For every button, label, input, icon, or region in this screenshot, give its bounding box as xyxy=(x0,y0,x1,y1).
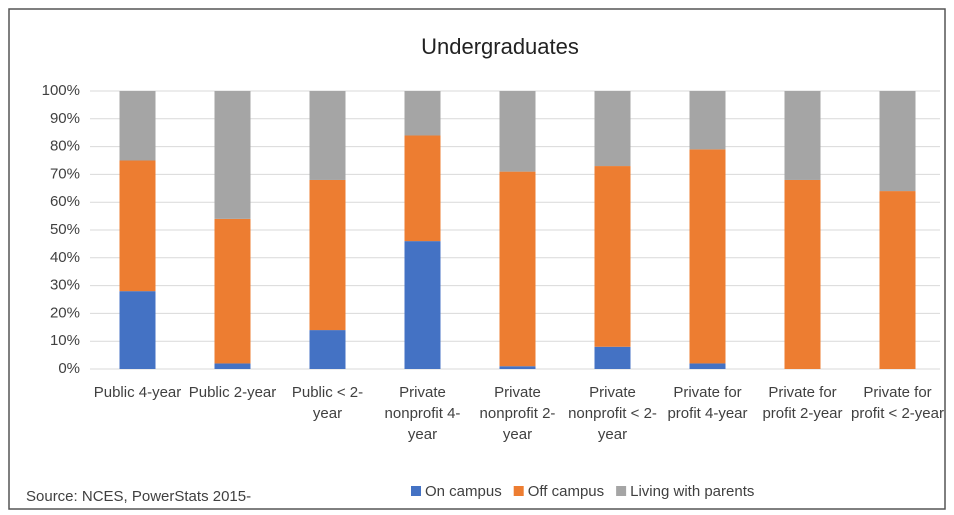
y-tick-label: 20% xyxy=(50,304,80,321)
bar-segment xyxy=(404,241,441,369)
bar-segment xyxy=(214,218,251,364)
bar-segment xyxy=(689,91,726,150)
y-tick-label: 70% xyxy=(50,165,80,182)
bar-segment xyxy=(594,346,631,369)
bar-segment xyxy=(594,166,631,347)
bar-segment xyxy=(214,91,251,219)
bar-segment xyxy=(499,366,536,369)
bar-segment xyxy=(119,91,156,161)
y-tick-label: 10% xyxy=(50,332,80,349)
x-tick-label: Private for profit 4-year xyxy=(667,384,748,422)
bar-segment xyxy=(689,149,726,364)
bar-segment xyxy=(879,191,916,369)
x-tick-label: Private for profit < 2-year xyxy=(851,384,944,422)
y-tick-label: 50% xyxy=(50,221,80,238)
y-tick-label: 60% xyxy=(50,193,80,210)
chart-title: Undergraduates xyxy=(421,34,579,59)
bar-segment xyxy=(119,160,156,292)
legend-swatch xyxy=(513,486,524,496)
legend-swatch xyxy=(616,486,627,496)
x-tick-label: Private for profit 2-year xyxy=(762,384,843,422)
y-tick-label: 90% xyxy=(50,110,80,127)
x-tick-label: Public < 2-year xyxy=(291,384,364,422)
x-tick-label: Public 2-year xyxy=(188,384,277,401)
y-tick-label: 30% xyxy=(50,277,80,294)
bar-segment xyxy=(594,91,631,167)
bar-segment xyxy=(404,91,441,136)
y-tick-label: 40% xyxy=(50,249,80,266)
y-tick-label: 0% xyxy=(58,360,80,377)
x-tick-label: Public 4-year xyxy=(93,384,182,401)
bar-segment xyxy=(499,171,536,367)
legend-label: On campus xyxy=(425,483,502,500)
source-note: Source: NCES, PowerStats 2015- xyxy=(26,488,251,505)
bar-segment xyxy=(404,135,441,242)
legend-swatch xyxy=(411,486,421,496)
bar-segment xyxy=(784,179,821,369)
x-tick-label: Private nonprofit 2-year xyxy=(479,384,556,443)
bar-segment xyxy=(214,363,251,369)
bar-segment xyxy=(119,291,156,369)
legend-label: Off campus xyxy=(528,483,604,500)
bar-segment xyxy=(689,363,726,369)
bar-segment xyxy=(309,330,346,369)
bar-segment xyxy=(879,91,916,192)
bar-segment xyxy=(309,91,346,180)
bar-segment xyxy=(784,91,821,180)
bar-segment xyxy=(499,91,536,172)
legend-label: Living with parents xyxy=(630,483,754,500)
y-tick-label: 80% xyxy=(50,138,80,155)
bar-segment xyxy=(309,179,346,331)
y-tick-label: 100% xyxy=(42,82,80,99)
x-tick-label: Private nonprofit < 2-year xyxy=(568,384,657,443)
x-tick-label: Private nonprofit 4-year xyxy=(384,384,461,443)
